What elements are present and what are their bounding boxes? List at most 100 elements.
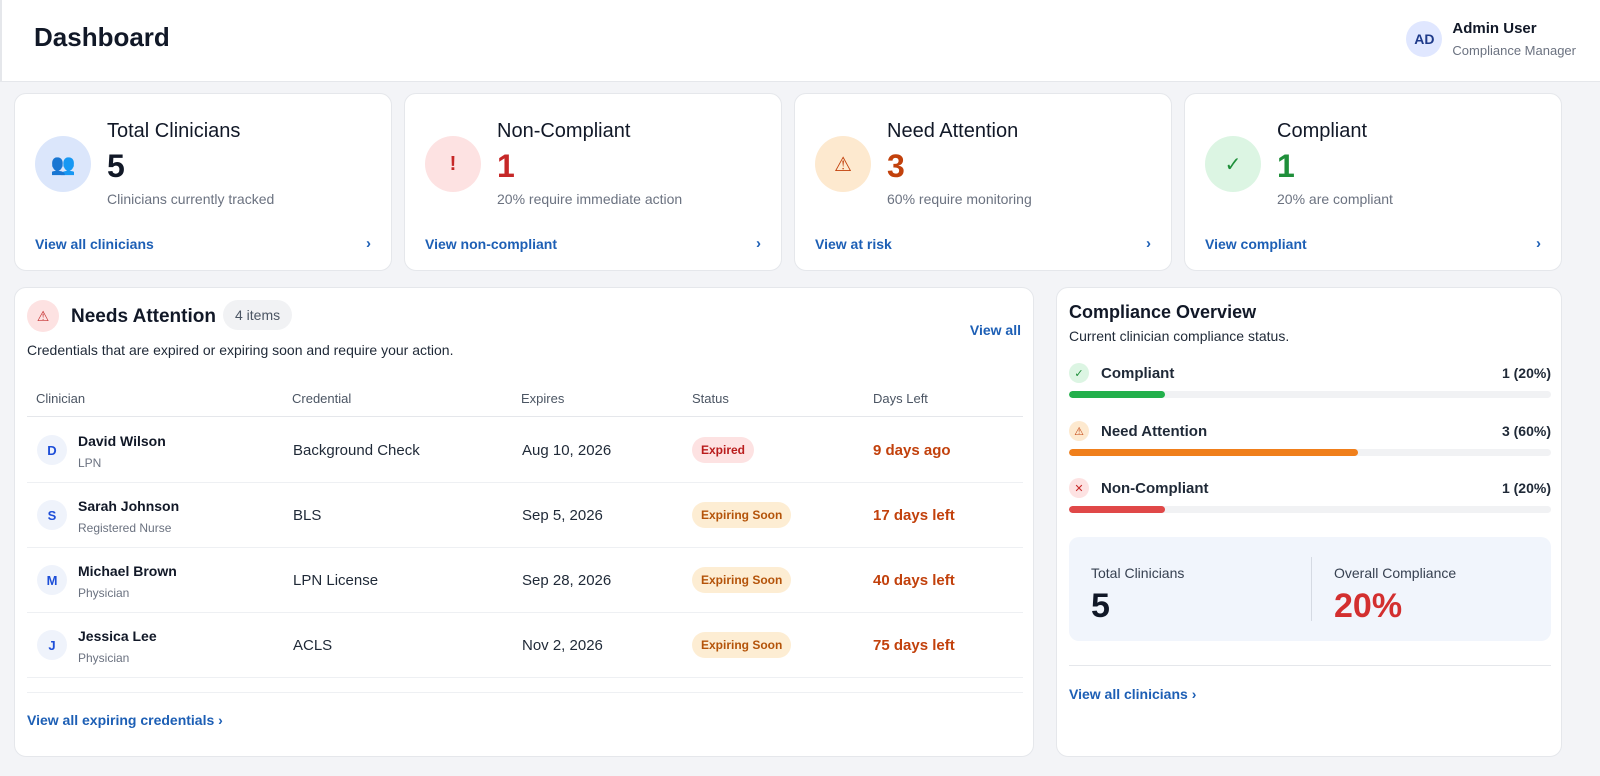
overview-label: Non-Compliant [1101,480,1209,497]
table-row[interactable]: J Jessica Lee Physician ACLS Nov 2, 2026… [27,612,1023,678]
progress-fill [1069,449,1359,456]
avatar: D [37,435,67,465]
clinician-name: Michael Brown [78,563,177,579]
table-row[interactable]: D David Wilson LPN Background Check Aug … [27,417,1023,483]
progress-track [1069,391,1551,398]
progress-fill [1069,506,1166,513]
overview-item-non-compliant: ✕ Non-Compliant 1 (20%) [1069,478,1551,518]
stat-title: Non-Compliant [497,120,631,142]
summary-divider [1311,557,1312,621]
expiry-date: Aug 10, 2026 [522,442,612,459]
expiry-date: Sep 5, 2026 [522,507,603,524]
warning-icon: ⚠ [1069,421,1089,441]
overview-value: 1 (20%) [1501,365,1551,381]
clinician-role: Physician [78,651,130,665]
summary-box: Total Clinicians 5 Overall Compliance 20… [1069,537,1551,641]
table-row[interactable]: S Sarah Johnson Registered Nurse BLS Sep… [27,482,1023,548]
status-badge: Expiring Soon [692,567,792,593]
stat-title: Need Attention [887,120,1019,142]
overall-compliance-label: Overall Compliance [1334,565,1457,581]
column-header-clinician[interactable]: Clinician [36,391,86,406]
view-at-risk-link[interactable]: View at risk [815,236,892,252]
stat-subtitle: Clinicians currently tracked [107,191,275,207]
view-all-expiring-link[interactable]: View all expiring credentials › [27,712,223,728]
status-badge: Expired [692,437,755,463]
overview-item-need-attention: ⚠ Need Attention 3 (60%) [1069,421,1551,461]
days-left: 17 days left [873,507,955,524]
column-header-credential[interactable]: Credential [292,391,352,406]
column-header-status[interactable]: Status [692,391,729,406]
item-count-badge: 4 items [223,300,293,330]
progress-track [1069,506,1551,513]
overview-value: 1 (20%) [1501,480,1551,496]
footer-divider [27,692,1023,693]
overview-label: Need Attention [1101,423,1208,440]
user-role: Compliance Manager [1452,43,1576,58]
overview-label: Compliant [1101,365,1175,382]
view-all-link[interactable]: View all [969,322,1021,338]
chevron-right-icon[interactable]: › [366,235,371,252]
days-left: 75 days left [873,637,955,654]
view-all-clinicians-link[interactable]: View all clinicians › [1069,686,1197,702]
avatar: S [37,500,67,530]
stat-value: 5 [107,148,125,184]
panel-title: Compliance Overview [1069,302,1257,322]
panel-description: Credentials that are expired or expiring… [27,342,454,358]
stat-subtitle: 20% are compliant [1277,191,1393,207]
clinician-name: Jessica Lee [78,628,157,644]
stat-subtitle: 20% require immediate action [497,191,683,207]
column-header-expires[interactable]: Expires [521,391,565,406]
view-all-clinicians-link[interactable]: View all clinicians [35,236,154,252]
stat-card-non-compliant: ! Non-Compliant 1 20% require immediate … [404,93,782,271]
progress-track [1069,449,1551,456]
avatar: M [37,565,67,595]
days-left: 40 days left [873,572,955,589]
stat-card-compliant: ✓ Compliant 1 20% are compliant View com… [1184,93,1562,271]
check-icon: ✓ [1069,363,1089,383]
panel-subtitle: Current clinician compliance status. [1069,328,1290,344]
stat-value: 1 [1277,148,1295,184]
credential-name: Background Check [293,442,420,459]
avatar: AD [1406,21,1443,57]
stat-card-need-attention: ⚠ Need Attention 3 60% require monitorin… [794,93,1172,271]
chevron-right-icon[interactable]: › [1146,235,1151,252]
footer-divider [1069,665,1551,666]
credential-name: BLS [293,507,322,524]
stat-value: 3 [887,148,905,184]
overview-value: 3 (60%) [1501,423,1551,439]
check-icon: ✓ [1205,136,1261,192]
stat-title: Compliant [1277,120,1368,142]
top-header: Dashboard AD Admin User Compliance Manag… [0,0,1600,82]
avatar: J [37,630,67,660]
clinician-name: David Wilson [78,433,166,449]
clinician-name: Sarah Johnson [78,498,180,514]
stat-title: Total Clinicians [107,120,241,142]
overall-compliance-value: 20% [1334,587,1403,625]
clinician-role: Registered Nurse [78,521,172,535]
table-row[interactable]: M Michael Brown Physician LPN License Se… [27,547,1023,613]
expiry-date: Nov 2, 2026 [522,637,603,654]
clinician-role: Physician [78,586,130,600]
chevron-right-icon[interactable]: › [756,235,761,252]
view-non-compliant-link[interactable]: View non-compliant [425,236,557,252]
x-icon: ✕ [1069,478,1089,498]
credential-name: ACLS [293,637,333,654]
column-header-days-left[interactable]: Days Left [873,391,928,406]
expiry-date: Sep 28, 2026 [522,572,612,589]
total-clinicians-value: 5 [1091,587,1110,625]
warning-icon: ⚠ [815,136,871,192]
view-compliant-link[interactable]: View compliant [1205,236,1307,252]
stat-value: 1 [497,148,515,184]
progress-fill [1069,391,1166,398]
chevron-right-icon[interactable]: › [1536,235,1541,252]
user-menu[interactable]: AD Admin User Compliance Manager [1406,20,1576,58]
total-clinicians-label: Total Clinicians [1091,565,1185,581]
clinician-role: LPN [78,456,102,470]
page-title: Dashboard [34,22,170,52]
users-icon: 👥 [35,136,91,192]
user-name: Admin User [1452,20,1537,37]
days-left: 9 days ago [873,442,951,459]
stat-card-total: 👥 Total Clinicians 5 Clinicians currentl… [14,93,392,271]
panel-title: Needs Attention [71,306,216,327]
status-badge: Expiring Soon [692,632,792,658]
